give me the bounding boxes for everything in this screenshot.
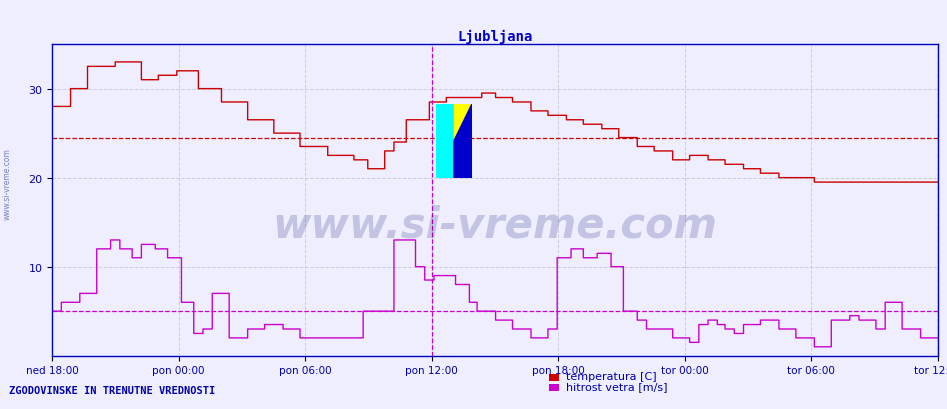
Text: ZGODOVINSKE IN TRENUTNE VREDNOSTI: ZGODOVINSKE IN TRENUTNE VREDNOSTI: [9, 384, 216, 395]
Text: www.si-vreme.com: www.si-vreme.com: [273, 204, 717, 246]
Text: temperatura [C]: temperatura [C]: [566, 371, 657, 381]
Polygon shape: [454, 105, 472, 178]
Text: www.si-vreme.com: www.si-vreme.com: [3, 148, 12, 220]
Polygon shape: [436, 105, 454, 178]
Title: Ljubljana: Ljubljana: [457, 30, 532, 44]
Text: hitrost vetra [m/s]: hitrost vetra [m/s]: [566, 381, 668, 391]
Polygon shape: [454, 105, 472, 142]
